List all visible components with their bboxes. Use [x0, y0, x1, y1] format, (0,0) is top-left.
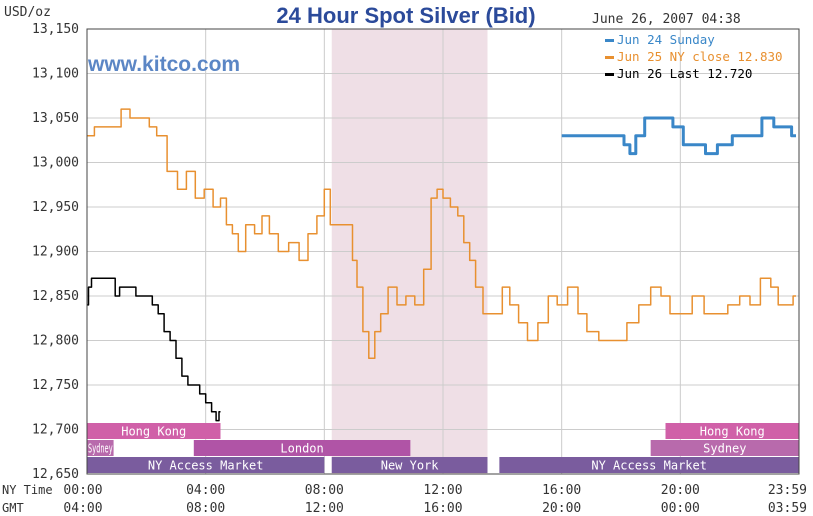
- y-tick-label: 12,700: [32, 423, 79, 438]
- unit-label: USD/oz: [4, 5, 51, 20]
- session-label: Sydney: [703, 442, 746, 456]
- y-tick-label: 12,850: [32, 289, 79, 304]
- y-tick-label: 12,900: [32, 245, 79, 260]
- session-bar: [331, 457, 488, 473]
- session-bar: [113, 440, 194, 456]
- session-label: New York: [381, 459, 440, 473]
- session-label: Sydney: [88, 442, 113, 456]
- session-label: NY Access Market: [591, 459, 707, 473]
- x-tick-label: 04:00: [186, 483, 225, 498]
- session-bar: [650, 440, 799, 456]
- x-tick-label: 20:00: [661, 483, 700, 498]
- legend: Jun 24 Sunday Jun 25 NY close 12.830 Jun 2…: [605, 32, 783, 81]
- series-line-3: [87, 277, 221, 422]
- y-tick-label: 13,050: [32, 111, 79, 126]
- grid-lines: [87, 28, 799, 475]
- session-bar: [87, 423, 221, 439]
- legend-label: Jun 26 Last 12.720: [617, 66, 752, 81]
- x-tick-label: 04:00: [63, 501, 102, 516]
- y-tick-label: 12,950: [32, 200, 79, 215]
- y-tick-label: 13,150: [32, 22, 79, 37]
- x-tick-label: 16:00: [423, 501, 462, 516]
- session-label: Hong Kong: [121, 425, 186, 439]
- session-bar: [193, 440, 411, 456]
- series-line-1: [561, 116, 796, 156]
- watermark: www.kitco.com: [87, 53, 240, 76]
- session-bar: [665, 423, 799, 439]
- legend-swatch: [605, 56, 614, 59]
- y-tick-label: 12,800: [32, 334, 79, 349]
- timestamp: June 26, 2007 04:38: [592, 12, 741, 27]
- x-tick-label: 00:00: [661, 501, 700, 516]
- session-label: NY Access Market: [148, 459, 264, 473]
- x-axis-ticks: NY Time 00:00 04:00 08:00 12:00 16:00 20:00 23:…: [2, 483, 807, 516]
- x-tick-label: 08:00: [305, 483, 344, 498]
- x-tick-label: 03:59: [768, 501, 807, 516]
- legend-label: Jun 24 Sunday: [617, 32, 715, 47]
- market-sessions: Hong Kong Hong Kong Sydney London Sydney NY A…: [87, 423, 799, 473]
- x-tick-label: 12:00: [423, 483, 462, 498]
- chart-title: 24 Hour Spot Silver (Bid): [276, 3, 535, 28]
- session-bar: [87, 457, 325, 473]
- x-tick-label: 16:00: [542, 483, 581, 498]
- series-line-2: [87, 108, 796, 360]
- y-tick-label: 13,000: [32, 156, 79, 171]
- legend-label: Jun 25 NY close 12.830: [617, 49, 783, 64]
- x-tick-label: 20:00: [542, 501, 581, 516]
- x-tick-label: 00:00: [63, 483, 102, 498]
- legend-swatch: [605, 73, 614, 76]
- legend-swatch: [605, 39, 614, 42]
- x-tick-label: 08:00: [186, 501, 225, 516]
- session-label: London: [280, 442, 323, 456]
- x-axis-row-label: GMT: [2, 501, 24, 515]
- y-axis-ticks: 13,150 13,100 13,050 13,000 12,950 12,900 12,8…: [32, 22, 79, 482]
- session-bar: [87, 440, 114, 456]
- plot-border: [86, 28, 800, 475]
- series-layer: [87, 108, 796, 422]
- x-tick-label: 12:00: [305, 501, 344, 516]
- session-bar: [499, 457, 799, 473]
- x-tick-label: 23:59: [768, 483, 807, 498]
- y-tick-label: 12,750: [32, 378, 79, 393]
- session-label: Hong Kong: [700, 425, 765, 439]
- y-tick-label: 13,100: [32, 67, 79, 82]
- y-tick-label: 12,650: [32, 467, 79, 482]
- x-axis-row-label: NY Time: [2, 483, 53, 497]
